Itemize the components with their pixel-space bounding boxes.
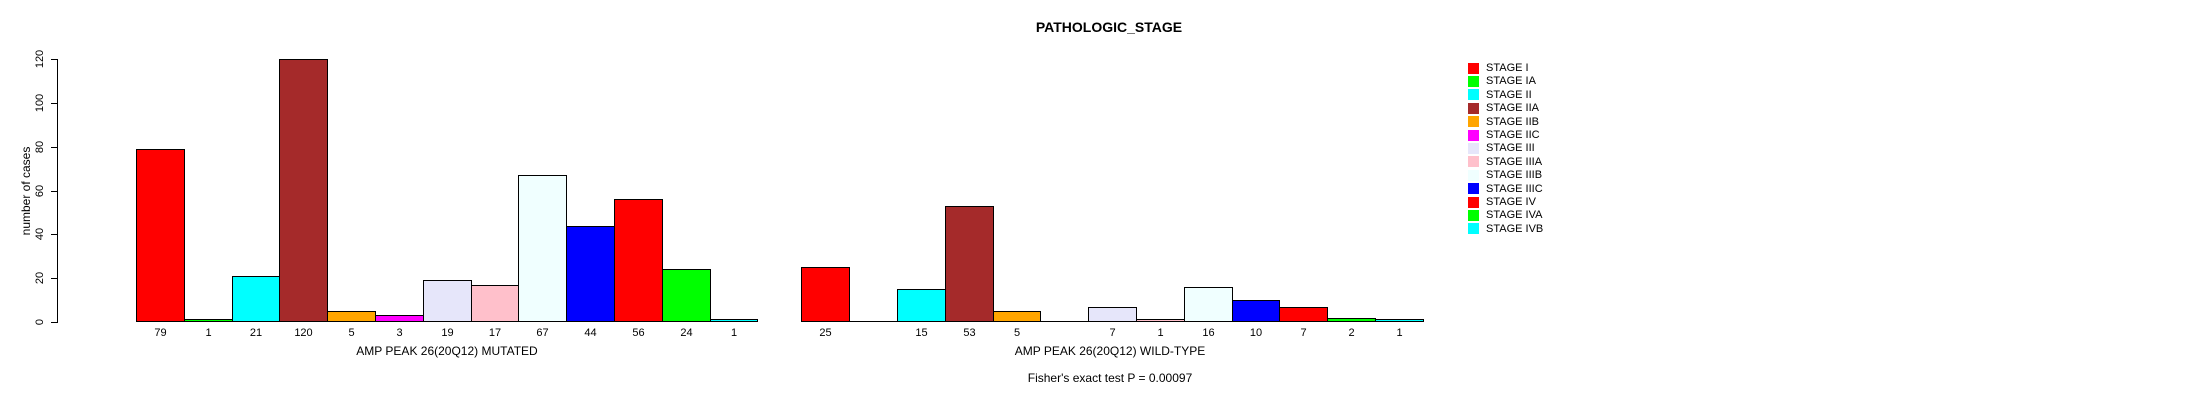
bar-value-label: 2 — [1348, 327, 1355, 339]
bar-stage-i — [801, 267, 850, 322]
y-axis-label: number of cases — [19, 146, 33, 236]
legend-swatch — [1468, 156, 1479, 167]
legend-swatch — [1468, 130, 1479, 141]
legend-swatch — [1468, 76, 1479, 87]
bar-stage-iiia — [471, 285, 519, 322]
legend-swatch — [1468, 223, 1479, 234]
bar-stage-iva — [1327, 318, 1376, 322]
bar-stage-iv — [1279, 307, 1328, 322]
bar-stage-i — [136, 149, 185, 322]
bar-value-label: 17 — [488, 327, 502, 339]
bar-stage-iib — [993, 311, 1041, 322]
legend-label: STAGE IIB — [1486, 116, 1539, 128]
bar-value-label: 1 — [1396, 327, 1403, 339]
bar-stage-ia-zero — [849, 321, 898, 322]
y-tick-label: 20 — [34, 271, 46, 285]
bar-stage-iiic — [1232, 300, 1280, 322]
legend-label: STAGE IIIC — [1486, 183, 1543, 195]
bar-value-label: 10 — [1249, 327, 1263, 339]
y-tick — [51, 103, 58, 104]
y-tick-label: 0 — [34, 318, 46, 326]
legend-swatch — [1468, 103, 1479, 114]
bar-stage-iii — [1088, 307, 1137, 322]
bar-value-label: 120 — [294, 327, 313, 339]
legend-swatch — [1468, 63, 1479, 74]
group-label-mutated: AMP PEAK 26(20Q12) MUTATED — [356, 344, 538, 358]
bar-stage-iic — [375, 315, 424, 322]
y-tick — [51, 278, 58, 279]
bar-stage-iib — [327, 311, 376, 322]
bar-stage-ii — [232, 276, 280, 322]
bar-value-label: 5 — [348, 327, 355, 339]
bar-value-label: 1 — [205, 327, 212, 339]
legend-label: STAGE IIIA — [1486, 156, 1543, 168]
legend-swatch — [1468, 197, 1479, 208]
bar-value-label: 24 — [680, 327, 693, 339]
legend-swatch — [1468, 89, 1479, 100]
legend-label: STAGE IV — [1486, 196, 1536, 208]
legend-swatch — [1468, 183, 1479, 194]
y-tick — [51, 322, 58, 323]
bar-stage-iii — [423, 280, 472, 322]
legend-label: STAGE IA — [1486, 75, 1536, 87]
bar-value-label: 3 — [396, 327, 403, 339]
bar-value-label: 44 — [584, 327, 597, 339]
y-tick — [51, 234, 58, 235]
bar-value-label: 19 — [441, 327, 454, 339]
group-label-wildtype: AMP PEAK 26(20Q12) WILD-TYPE — [1014, 344, 1206, 358]
legend-label: STAGE I — [1486, 62, 1529, 74]
legend-label: STAGE IVA — [1486, 209, 1543, 221]
bar-value-label: 21 — [249, 327, 263, 339]
y-tick-label: 120 — [34, 49, 46, 69]
legend-label: STAGE IIIB — [1486, 169, 1543, 181]
chart-title: PATHOLOGIC_STAGE — [1035, 19, 1183, 35]
bar-stage-ii — [897, 289, 946, 322]
bar-value-label: 1 — [730, 327, 738, 339]
bar-stage-iiib — [1184, 287, 1233, 322]
y-tick-label: 60 — [34, 184, 46, 198]
bar-value-label: 67 — [536, 327, 549, 339]
bar-stage-iiia — [1136, 319, 1185, 322]
bar-stage-iia — [945, 206, 994, 322]
bar-value-label: 25 — [819, 327, 832, 339]
legend-swatch — [1468, 170, 1479, 181]
legend-swatch — [1468, 143, 1479, 154]
bar-stage-iiib — [518, 175, 567, 322]
bar-stage-ivb — [1375, 319, 1424, 322]
bar-value-label: 5 — [1013, 327, 1021, 339]
bar-stage-iic-zero — [1040, 321, 1089, 322]
legend-swatch — [1468, 116, 1479, 127]
y-tick-label: 40 — [34, 227, 46, 241]
bar-stage-iv — [614, 199, 663, 322]
legend-label: STAGE IVB — [1486, 223, 1544, 235]
legend-label: STAGE II — [1486, 89, 1532, 101]
fisher-test-annotation: Fisher's exact test P = 0.00097 — [1027, 371, 1193, 385]
y-tick — [51, 191, 58, 192]
bar-value-label: 53 — [963, 327, 976, 339]
bar-stage-iiic — [566, 226, 615, 322]
y-tick-label: 100 — [34, 93, 46, 113]
bar-value-label: 1 — [1157, 327, 1164, 339]
y-tick-label: 80 — [34, 140, 46, 154]
bar-stage-ivb — [710, 319, 758, 322]
bar-value-label: 7 — [1109, 327, 1116, 339]
bar-value-label: 56 — [632, 327, 645, 339]
bar-value-label: 79 — [154, 327, 167, 339]
y-tick — [51, 59, 58, 60]
bar-stage-iva — [662, 269, 711, 322]
bar-stage-iia — [279, 59, 328, 322]
legend-label: STAGE IIC — [1486, 129, 1540, 141]
y-tick — [51, 147, 58, 148]
bar-value-label: 15 — [915, 327, 928, 339]
legend-swatch — [1468, 210, 1479, 221]
bar-stage-ia — [184, 319, 233, 322]
legend-label: STAGE III — [1486, 142, 1535, 154]
bar-value-label: 7 — [1300, 327, 1307, 339]
bar-value-label: 16 — [1202, 327, 1215, 339]
legend-label: STAGE IIA — [1486, 102, 1539, 114]
